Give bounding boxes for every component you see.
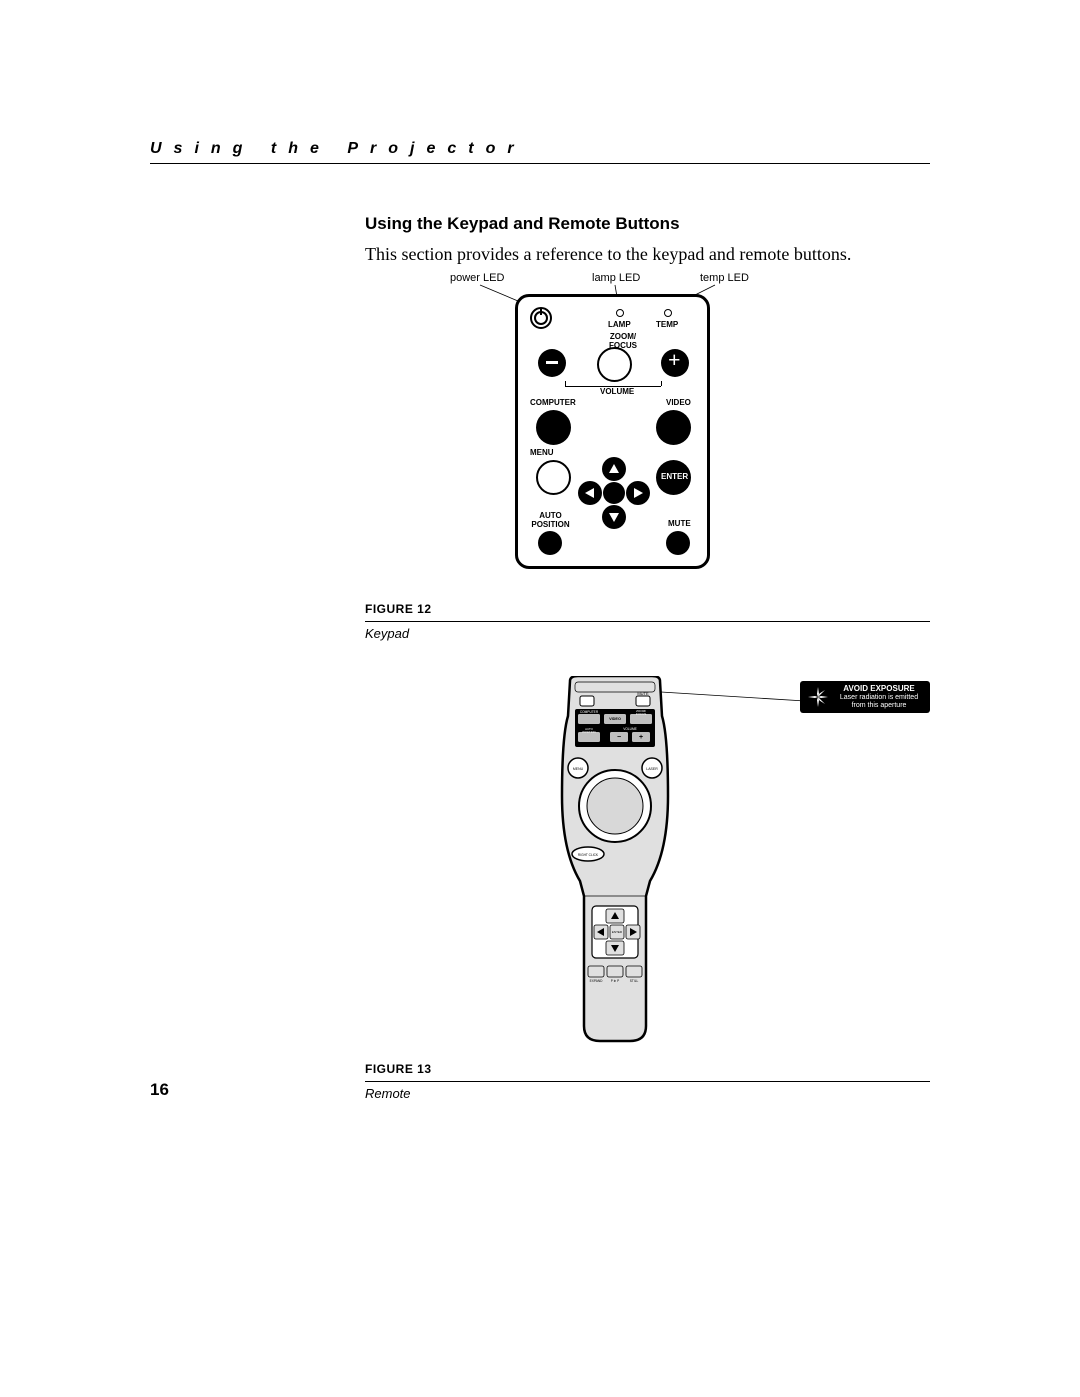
warning-line3: from this aperture [834, 702, 924, 710]
figure-13-remote: AVOID EXPOSURE Laser radiation is emitte… [365, 676, 930, 1056]
video-button[interactable] [656, 410, 691, 445]
enter-label: ENTER [661, 472, 688, 481]
figure-13-caption: Remote [365, 1086, 930, 1101]
remote-computer-button [578, 714, 600, 724]
laser-warning-badge: AVOID EXPOSURE Laser radiation is emitte… [800, 681, 930, 713]
figure-12-keypad: power LED lamp LED temp LED [365, 272, 930, 582]
temp-label: TEMP [656, 321, 678, 329]
chapter-header: Using the Projector [150, 140, 930, 158]
computer-button[interactable] [536, 410, 571, 445]
menu-button[interactable] [536, 460, 571, 495]
svg-text:ENTER: ENTER [612, 930, 623, 934]
content-column: Using the Keypad and Remote Buttons This… [365, 214, 930, 1101]
warning-line2: Laser radiation is emitted [834, 694, 924, 702]
remote-still [626, 966, 642, 977]
svg-text:VOLUME: VOLUME [623, 727, 636, 731]
svg-text:EXPAND: EXPAND [590, 979, 604, 983]
svg-text:POSITION: POSITION [582, 730, 595, 734]
svg-text:LASER: LASER [646, 767, 658, 771]
remote-mute-button [636, 696, 650, 706]
figure-12-label: FIGURE 12 [365, 602, 432, 616]
page-content: Using the Projector Using the Keypad and… [150, 140, 930, 1101]
svg-text:MENU: MENU [573, 767, 584, 771]
figure-12-rule [365, 621, 930, 622]
svg-text:STILL: STILL [630, 979, 639, 983]
svg-text:COMPUTER: COMPUTER [580, 710, 599, 714]
auto-position-label: AUTO POSITION [528, 512, 573, 529]
arrow-center [603, 482, 625, 504]
laser-burst-icon [806, 685, 830, 709]
chapter-rule [150, 163, 930, 164]
svg-text:+: + [639, 734, 643, 741]
section-title: Using the Keypad and Remote Buttons [365, 214, 930, 234]
mute-label: MUTE [668, 520, 691, 528]
svg-text:P in P: P in P [611, 979, 619, 983]
lamp-led [616, 309, 624, 317]
figure-13-label: FIGURE 13 [365, 1062, 432, 1076]
video-label: VIDEO [666, 399, 691, 407]
computer-label: COMPUTER [530, 399, 576, 407]
figure-12-label-block: FIGURE 12 Keypad [365, 600, 930, 641]
page-number: 16 [150, 1080, 169, 1100]
arrow-down-button[interactable] [602, 505, 626, 529]
svg-text:FOCUS: FOCUS [636, 712, 647, 716]
auto-position-button[interactable] [538, 531, 562, 555]
arrow-left-button[interactable] [578, 481, 602, 505]
remote-expand [588, 966, 604, 977]
remote-body: MUTE COMPUTER VIDEO ZOOM/ FOCUS AUTO POS… [550, 676, 680, 1046]
svg-text:RIGHT CLICK: RIGHT CLICK [578, 853, 599, 857]
arrow-right-button[interactable] [626, 481, 650, 505]
zoom-focus-button[interactable] [597, 347, 632, 382]
lamp-label: LAMP [608, 321, 631, 329]
volume-up-button[interactable]: + [661, 349, 689, 377]
body-paragraph: This section provides a reference to the… [365, 242, 930, 266]
temp-led [664, 309, 672, 317]
svg-text:VIDEO: VIDEO [609, 717, 621, 721]
remote-power-button [580, 696, 594, 706]
volume-label: VOLUME [600, 388, 634, 396]
menu-label: MENU [530, 449, 554, 457]
remote-pinp [607, 966, 623, 977]
mute-button[interactable] [666, 531, 690, 555]
figure-13-label-block: FIGURE 13 Remote [365, 1060, 930, 1101]
arrow-up-button[interactable] [602, 457, 626, 481]
power-button[interactable] [530, 307, 552, 329]
figure-12-caption: Keypad [365, 626, 930, 641]
remote-mute-label: MUTE [637, 691, 649, 696]
svg-text:−: − [617, 734, 621, 741]
warning-title: AVOID EXPOSURE [834, 685, 924, 694]
volume-down-button[interactable] [538, 349, 566, 377]
figure-13-rule [365, 1081, 930, 1082]
keypad-body: LAMP TEMP ZOOM/ FOCUS + VOLUME COMPUTER [515, 294, 710, 569]
